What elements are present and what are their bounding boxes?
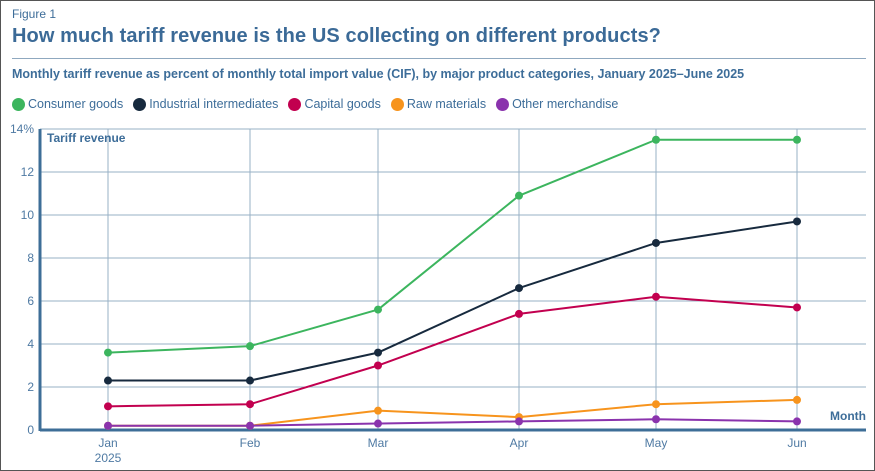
series-line-consumer-goods bbox=[107, 138, 797, 354]
series-line-other-merchandise bbox=[108, 418, 798, 427]
title-divider bbox=[12, 58, 866, 59]
figure-label: Figure 1 bbox=[12, 7, 57, 21]
data-point-other-merchandise bbox=[374, 419, 382, 428]
y-tick-label: 8 bbox=[27, 251, 34, 265]
data-point-consumer-goods bbox=[793, 135, 801, 144]
data-point-raw-materials bbox=[793, 395, 801, 404]
legend-swatch-icon bbox=[288, 97, 302, 111]
data-point-industrial-intermediates bbox=[246, 376, 254, 385]
x-tick-label: Feb bbox=[240, 436, 261, 450]
data-point-capital-goods bbox=[246, 400, 254, 409]
data-point-consumer-goods bbox=[515, 191, 523, 200]
data-point-industrial-intermediates bbox=[374, 348, 382, 357]
data-point-industrial-intermediates bbox=[652, 238, 660, 247]
legend-label: Other merchandise bbox=[512, 97, 619, 111]
data-point-capital-goods bbox=[374, 361, 382, 370]
legend-item-raw-materials: Raw materials bbox=[390, 97, 487, 111]
x-tick-label: Jan bbox=[98, 436, 117, 450]
data-point-other-merchandise bbox=[104, 421, 112, 430]
data-point-capital-goods bbox=[104, 402, 112, 411]
data-point-raw-materials bbox=[374, 406, 382, 415]
legend-label: Capital goods bbox=[304, 97, 381, 111]
legend-item-other-merchandise: Other merchandise bbox=[496, 97, 618, 111]
data-point-other-merchandise bbox=[515, 417, 523, 426]
data-point-industrial-intermediates bbox=[793, 217, 801, 226]
y-axis-title: Tariff revenue bbox=[47, 131, 126, 145]
legend-swatch-icon bbox=[12, 97, 25, 111]
x-tick-sublabel: 2025 bbox=[95, 451, 122, 465]
y-tick-label: 12 bbox=[21, 165, 35, 179]
y-tick-label: 0 bbox=[27, 423, 34, 437]
x-tick-label: Jun bbox=[787, 436, 806, 450]
legend-item-industrial-intermediates: Industrial intermediates bbox=[133, 97, 278, 111]
series-line-capital-goods bbox=[107, 295, 798, 408]
legend: Consumer goods Industrial intermediates Ca… bbox=[12, 97, 618, 111]
legend-swatch-icon bbox=[133, 97, 147, 111]
chart-subtitle: Monthly tariff revenue as percent of mon… bbox=[12, 67, 745, 81]
legend-label: Industrial intermediates bbox=[149, 97, 279, 111]
data-point-capital-goods bbox=[793, 303, 801, 312]
y-tick-label: 10 bbox=[21, 208, 35, 222]
y-tick-label: 4 bbox=[27, 337, 34, 351]
data-point-other-merchandise bbox=[246, 421, 254, 430]
x-axis-title: Month bbox=[830, 409, 866, 423]
series-line-industrial-intermediates bbox=[108, 220, 798, 382]
data-point-capital-goods bbox=[515, 309, 523, 318]
data-point-raw-materials bbox=[652, 400, 660, 409]
data-point-industrial-intermediates bbox=[515, 284, 523, 293]
y-tick-label: 14% bbox=[10, 122, 34, 136]
x-tick-label: Apr bbox=[510, 436, 529, 450]
data-point-consumer-goods bbox=[246, 342, 254, 351]
legend-label: Consumer goods bbox=[28, 97, 124, 111]
data-point-industrial-intermediates bbox=[104, 376, 112, 385]
chart-title: How much tariff revenue is the US collec… bbox=[12, 25, 661, 47]
data-point-consumer-goods bbox=[104, 348, 112, 357]
data-point-consumer-goods bbox=[374, 305, 382, 314]
y-tick-label: 2 bbox=[27, 380, 34, 394]
legend-item-capital-goods: Capital goods bbox=[288, 97, 381, 111]
legend-label: Raw materials bbox=[406, 97, 487, 111]
y-tick-label: 6 bbox=[27, 294, 34, 308]
legend-swatch-icon bbox=[390, 97, 404, 111]
data-point-other-merchandise bbox=[652, 415, 660, 424]
data-point-consumer-goods bbox=[652, 135, 660, 144]
x-tick-label: Mar bbox=[368, 436, 389, 450]
data-point-other-merchandise bbox=[793, 417, 801, 426]
data-point-capital-goods bbox=[652, 292, 660, 301]
legend-swatch-icon bbox=[496, 97, 510, 111]
legend-item-consumer-goods: Consumer goods bbox=[12, 97, 123, 111]
x-tick-label: May bbox=[645, 436, 668, 450]
